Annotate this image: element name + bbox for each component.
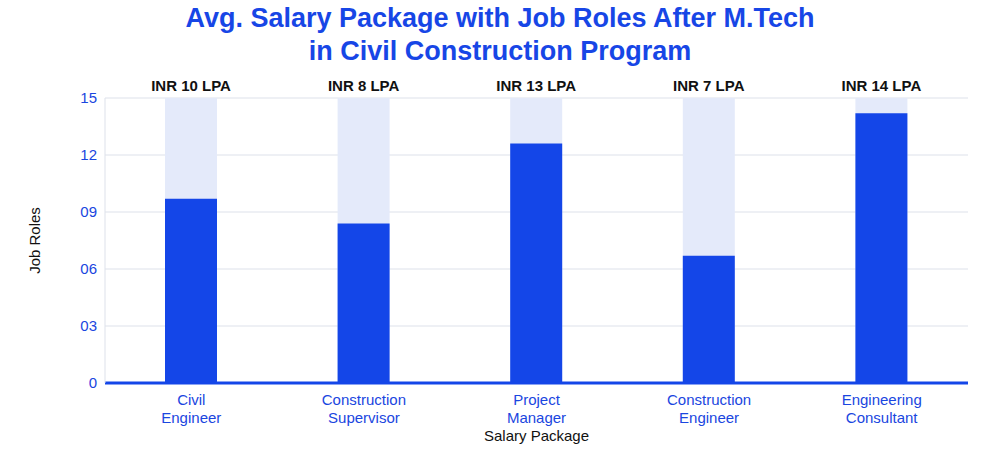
svg-text:12: 12 [80, 146, 97, 163]
svg-text:ConstructionSupervisor: ConstructionSupervisor [322, 391, 406, 426]
svg-text:15: 15 [80, 89, 97, 106]
svg-text:Salary Package: Salary Package [484, 427, 589, 444]
svg-text:INR 13 LPA: INR 13 LPA [496, 77, 576, 94]
svg-text:INR 7 LPA: INR 7 LPA [673, 77, 745, 94]
svg-text:ConstructionEngineer: ConstructionEngineer [667, 391, 751, 426]
svg-text:06: 06 [80, 260, 97, 277]
svg-text:Job Roles: Job Roles [26, 207, 43, 274]
svg-text:INR 10 LPA: INR 10 LPA [151, 77, 231, 94]
svg-text:INR 14 LPA: INR 14 LPA [842, 77, 922, 94]
svg-text:ProjectManager: ProjectManager [507, 391, 566, 426]
svg-text:0: 0 [89, 374, 97, 391]
html-text:Avg. Salary Package with Job R: Avg. Salary Package with Job Roles After… [185, 3, 815, 66]
svg-text:03: 03 [80, 317, 97, 334]
svg-text:INR 8 LPA: INR 8 LPA [328, 77, 400, 94]
svg-text:EngineeringConsultant: EngineeringConsultant [842, 391, 922, 426]
svg-text:09: 09 [80, 203, 97, 220]
svg-text:CivilEngineer: CivilEngineer [161, 391, 221, 426]
